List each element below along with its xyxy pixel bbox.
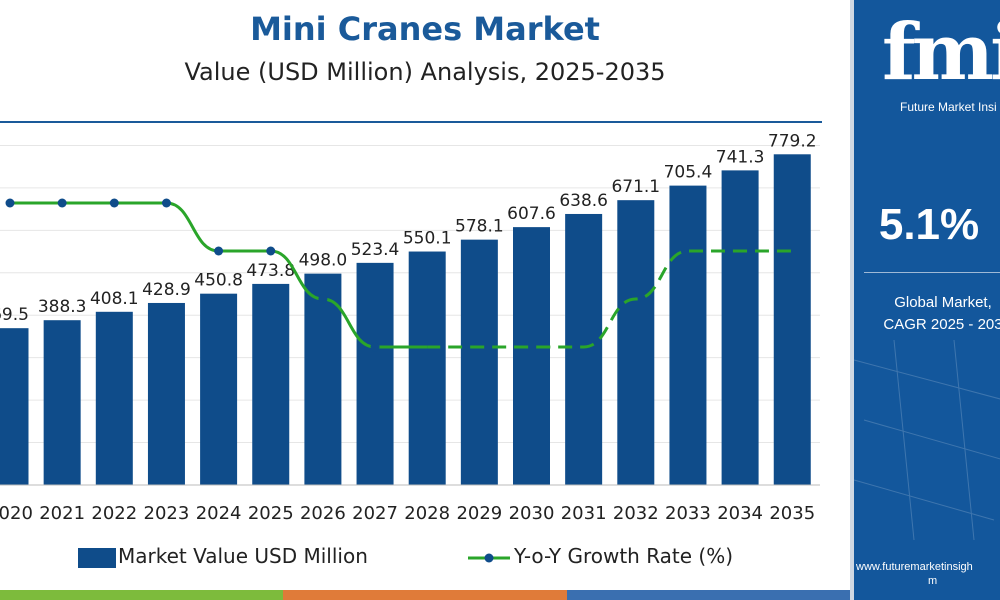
bar bbox=[565, 213, 603, 485]
x-tick-label: 2029 bbox=[456, 503, 502, 524]
x-tick-label: 2020 bbox=[0, 503, 33, 524]
cagr-value: 5.1% bbox=[878, 200, 980, 249]
growth-marker bbox=[318, 294, 328, 304]
bar bbox=[43, 320, 81, 485]
growth-marker bbox=[161, 198, 171, 208]
bar bbox=[0, 328, 29, 485]
cagr-label: Global Market, CAGR 2025 - 203 bbox=[868, 292, 1000, 336]
x-tick-label: 2025 bbox=[248, 503, 294, 524]
growth-line bbox=[10, 201, 428, 349]
bar bbox=[669, 185, 707, 485]
x-tick-label: 2032 bbox=[613, 503, 659, 524]
bar bbox=[513, 227, 550, 485]
chart-panel: Mini Cranes Market Value (USD Million) A… bbox=[0, 10, 850, 600]
strip-segment bbox=[283, 590, 567, 600]
website-line1: www.futuremarketinsigh bbox=[856, 561, 973, 573]
legend-line-swatch bbox=[468, 553, 510, 563]
bar bbox=[408, 251, 446, 485]
bar-value-label: 779.2 bbox=[768, 131, 817, 151]
bar bbox=[95, 311, 133, 485]
bar-value-label: 523.4 bbox=[351, 240, 400, 260]
bar-value-label: 408.1 bbox=[90, 289, 139, 309]
growth-marker bbox=[57, 198, 67, 208]
bar bbox=[721, 170, 759, 485]
x-tick-label: 2035 bbox=[769, 503, 815, 524]
growth-marker bbox=[370, 342, 380, 352]
bar bbox=[147, 302, 185, 485]
growth-marker bbox=[109, 198, 119, 208]
bar-value-label: 498.0 bbox=[299, 251, 348, 271]
website-line2: m bbox=[928, 575, 938, 587]
bar-value-label: 578.1 bbox=[455, 217, 504, 237]
bar-value-label: 450.8 bbox=[194, 271, 243, 291]
x-tick-label: 2026 bbox=[300, 503, 346, 524]
fmi-logo: fmi Future Market Insi bbox=[872, 8, 1000, 118]
bar-value-label: 428.9 bbox=[142, 280, 191, 300]
x-tick-label: 2021 bbox=[39, 503, 85, 524]
bar-value-label: 705.4 bbox=[664, 163, 713, 183]
bar bbox=[252, 283, 290, 485]
chart-title: Mini Cranes Market bbox=[250, 10, 600, 48]
x-tick-label: 2033 bbox=[665, 503, 711, 524]
sidebar-divider bbox=[864, 272, 1000, 273]
decorative-pattern bbox=[854, 340, 1000, 540]
bar-value-label: 741.3 bbox=[716, 147, 765, 167]
bar-value-label: 638.6 bbox=[559, 191, 608, 211]
growth-marker bbox=[214, 246, 224, 256]
bar-value-label: 671.1 bbox=[611, 177, 660, 197]
x-tick-label: 2023 bbox=[144, 503, 190, 524]
logo-subtitle: Future Market Insi bbox=[900, 100, 997, 114]
bar bbox=[304, 273, 342, 485]
x-tick-label: 2028 bbox=[404, 503, 450, 524]
x-tick-label: 2024 bbox=[196, 503, 242, 524]
logo-text: fmi bbox=[882, 7, 1000, 98]
x-tick-label: 2031 bbox=[561, 503, 607, 524]
bar bbox=[773, 154, 811, 485]
bar bbox=[356, 262, 394, 485]
x-tick-label: 2030 bbox=[509, 503, 555, 524]
legend-line-label: Y-o-Y Growth Rate (%) bbox=[514, 544, 734, 568]
cagr-label-line2: CAGR 2025 - 203 bbox=[883, 316, 1000, 333]
x-tick-label: 2022 bbox=[91, 503, 137, 524]
cagr-label-line1: Global Market, bbox=[894, 294, 992, 311]
chart-legend: Market Value USD Million Y-o-Y Growth Ra… bbox=[0, 540, 850, 572]
bar-value-label: 473.8 bbox=[246, 261, 295, 281]
bar bbox=[617, 200, 655, 485]
website-url: www.futuremarketinsigh m bbox=[856, 560, 973, 588]
sidebar-panel: fmi Future Market Insi 5.1% Global Marke… bbox=[850, 0, 1000, 600]
bar-value-label: 388.3 bbox=[38, 297, 87, 317]
bar bbox=[460, 239, 498, 485]
bar-value-label: 607.6 bbox=[507, 204, 556, 224]
x-tick-label: 2034 bbox=[717, 503, 763, 524]
bottom-color-strip bbox=[0, 590, 850, 600]
strip-segment bbox=[566, 590, 850, 600]
bar-value-label: 69.5 bbox=[0, 305, 29, 325]
bar bbox=[200, 293, 238, 485]
growth-marker bbox=[5, 198, 15, 208]
chart-subtitle: Value (USD Million) Analysis, 2025-2035 bbox=[184, 58, 666, 86]
chart-svg: 69.5 2020 388.3 2021 408.1 2022 428.9 2023 450.8… bbox=[0, 121, 822, 524]
legend-bar-label: Market Value USD Million bbox=[118, 544, 368, 568]
growth-marker bbox=[266, 246, 276, 256]
legend-bar-swatch bbox=[78, 548, 116, 568]
x-tick-label: 2027 bbox=[352, 503, 398, 524]
bar-value-label: 550.1 bbox=[403, 229, 452, 249]
strip-segment bbox=[0, 590, 284, 600]
